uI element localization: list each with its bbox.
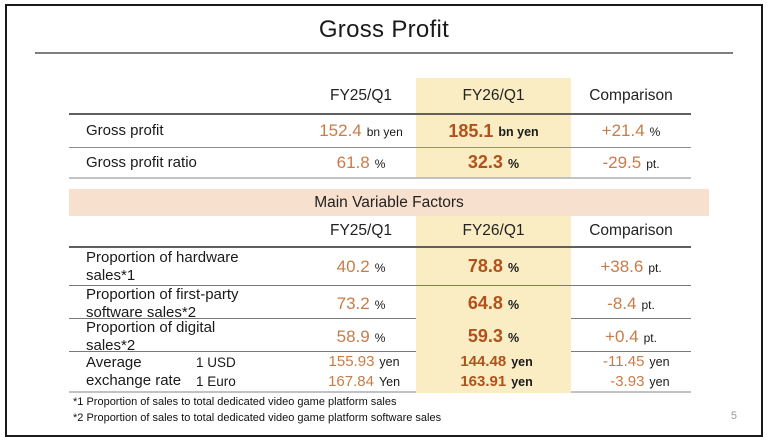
comparison-value: -8.4 pt. <box>607 293 655 313</box>
comparison-value: -11.45 yen -3.93 yen <box>603 353 670 391</box>
gross-profit-table: FY25/Q1 FY26/Q1 Comparison Gross profit … <box>69 78 691 179</box>
row-label: Gross profit <box>86 122 164 140</box>
header-empty-cell <box>69 78 306 113</box>
row-label: Average exchange rate 1 USD 1 Euro <box>69 352 306 393</box>
header-comparison: Comparison <box>589 86 673 104</box>
slide: Gross Profit FY25/Q1 FY26/Q1 Comparison … <box>5 4 763 437</box>
fy25-value: 58.9 % <box>336 326 386 346</box>
row-first-party-software-proportion: Proportion of first-party software sales… <box>69 286 691 322</box>
fy26-value: 64.8 % <box>416 286 571 322</box>
gross-profit-table-header: FY25/Q1 FY26/Q1 Comparison <box>69 78 691 115</box>
page-number: 5 <box>730 410 737 422</box>
variable-factors-table: FY25/Q1 FY26/Q1 Comparison Proportion of… <box>69 216 691 393</box>
fy26-value: 78.8 % <box>416 248 571 285</box>
header-comparison: Comparison <box>589 222 673 239</box>
header-fy25: FY25/Q1 <box>329 86 393 104</box>
header-empty-cell <box>69 216 306 246</box>
exchange-rate-label: Average exchange rate <box>86 353 182 390</box>
title-divider <box>35 52 733 54</box>
row-label: Proportion of digital sales*2 <box>86 319 216 354</box>
fy25-value: 61.8 % <box>336 152 386 172</box>
footnote-2: *2 Proportion of sales to total dedicate… <box>73 411 442 424</box>
comparison-value: +38.6 pt. <box>600 256 662 276</box>
fy26-value: 144.48 yen 163.91 yen <box>416 352 571 393</box>
currency-labels: 1 USD 1 Euro <box>196 353 236 392</box>
header-fy25: FY25/Q1 <box>329 222 393 239</box>
row-gross-profit-ratio: Gross profit ratio 61.8 % 32.3 % -29.5 p… <box>69 148 691 179</box>
fy25-value: 155.93 yen 167.84 Yen <box>328 353 401 391</box>
footnotes: *1 Proportion of sales to total dedicate… <box>73 395 441 426</box>
fy25-value: 40.2 % <box>336 256 386 276</box>
variable-factors-table-header: FY25/Q1 FY26/Q1 Comparison <box>69 216 691 248</box>
row-label: Proportion of hardware sales*1 <box>86 248 239 284</box>
fy26-value: 185.1 bn yen <box>416 115 571 147</box>
currency-usd: 1 USD <box>196 354 236 370</box>
row-gross-profit: Gross profit 152.4 bn yen 185.1 bn yen +… <box>69 115 691 148</box>
fy25-value: 152.4 bn yen <box>319 121 403 140</box>
row-digital-sales-proportion: Proportion of digital sales*2 58.9 % 59.… <box>69 319 691 355</box>
row-label: Gross profit ratio <box>86 153 197 171</box>
footnote-1: *1 Proportion of sales to total dedicate… <box>73 396 397 409</box>
fy26-value: 59.3 % <box>416 319 571 355</box>
fy26-value: 32.3 % <box>416 148 571 177</box>
row-average-exchange-rate: Average exchange rate 1 USD 1 Euro 155.9… <box>69 352 691 393</box>
header-fy26: FY26/Q1 <box>416 78 571 113</box>
page-title: Gross Profit <box>318 16 450 43</box>
fy25-value: 73.2 % <box>336 293 386 313</box>
row-hardware-proportion: Proportion of hardware sales*1 40.2 % 78… <box>69 248 691 286</box>
section-header-main-variable-factors: Main Variable Factors <box>69 189 709 216</box>
row-label: Proportion of first-party software sales… <box>86 286 239 321</box>
comparison-value: +0.4 pt. <box>605 326 657 346</box>
header-fy26: FY26/Q1 <box>416 216 571 246</box>
comparison-value: +21.4 % <box>601 121 661 140</box>
currency-euro: 1 Euro <box>196 374 236 390</box>
comparison-value: -29.5 pt. <box>602 152 660 172</box>
